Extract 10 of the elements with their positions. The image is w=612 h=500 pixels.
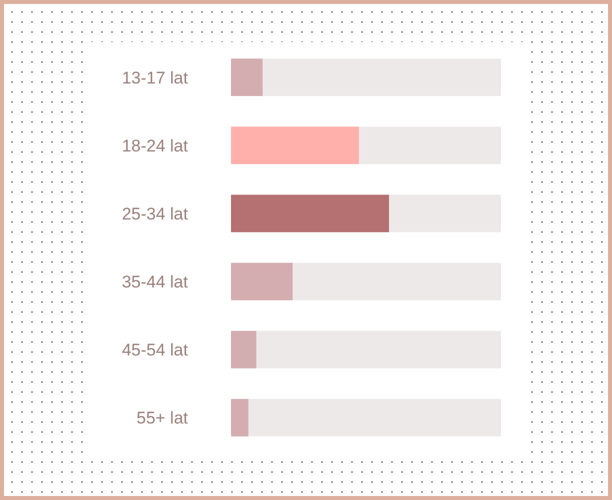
- bar: [231, 398, 248, 436]
- y-tick-label: 55+ lat: [136, 408, 188, 428]
- bar: [231, 330, 256, 368]
- y-tick-label: 18-24 lat: [122, 136, 188, 156]
- y-tick-label: 45-54 lat: [122, 340, 188, 360]
- y-tick-label: 25-34 lat: [122, 204, 188, 224]
- bar: [231, 262, 293, 300]
- bar: [231, 58, 263, 96]
- y-tick-label: 13-17 lat: [122, 68, 188, 88]
- y-tick-label: 35-44 lat: [122, 272, 188, 292]
